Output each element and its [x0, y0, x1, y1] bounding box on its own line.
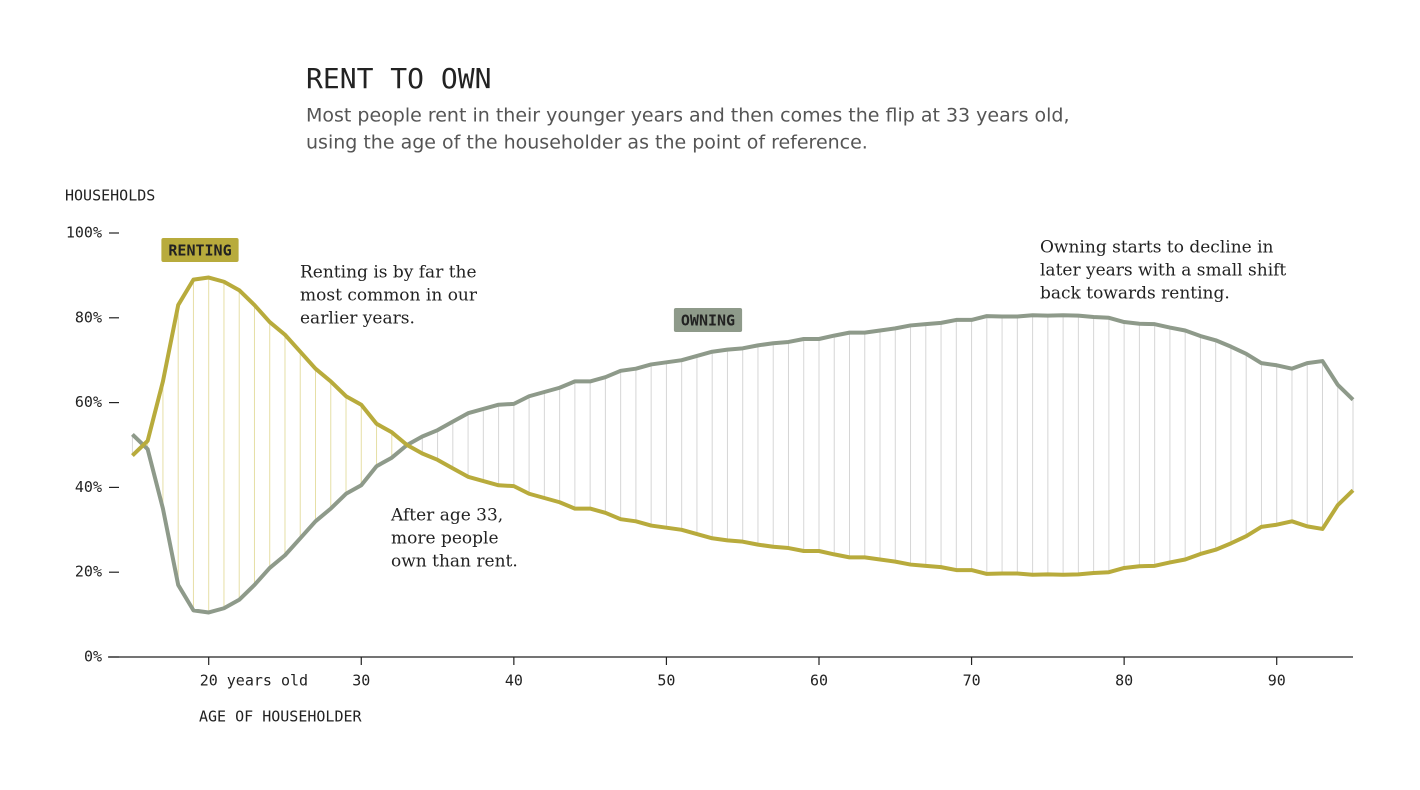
subtitle-line: Most people rent in their younger years … — [306, 105, 1070, 127]
legend-label: OWNING — [681, 312, 735, 330]
annotation: earlier years. — [300, 309, 415, 329]
x-tick-label: 40 — [505, 672, 523, 690]
annotation: back towards renting. — [1040, 284, 1230, 304]
y-tick-label: 80% — [75, 308, 102, 326]
subtitle-line: using the age of the householder as the … — [306, 132, 868, 154]
y-tick-label: 0% — [84, 648, 102, 666]
annotation: Renting is by far the — [300, 263, 477, 283]
annotation: most common in our — [300, 286, 478, 306]
annotation: Owning starts to decline in — [1040, 238, 1274, 258]
x-axis-label: AGE OF HOUSEHOLDER — [199, 708, 363, 726]
y-tick-label: 100% — [66, 224, 102, 242]
legend-badge — [673, 308, 743, 332]
x-tick-label: 70 — [963, 672, 981, 690]
x-tick-label: 90 — [1268, 672, 1286, 690]
y-tick-label: 40% — [75, 478, 102, 496]
annotation: more people — [391, 529, 499, 549]
legend-label: RENTING — [168, 242, 231, 260]
y-tick-label: 20% — [75, 563, 102, 581]
y-axis-label: HOUSEHOLDS — [65, 187, 155, 205]
annotation: After age 33, — [390, 506, 503, 526]
x-tick-label: 60 — [810, 672, 828, 690]
x-tick-label: 80 — [1115, 672, 1133, 690]
series-line — [131, 275, 1355, 577]
x-tick-label: 30 — [352, 672, 370, 690]
y-tick-label: 60% — [75, 393, 102, 411]
x-tick-label: 20 years old — [200, 672, 308, 690]
x-tick-label: 50 — [657, 672, 675, 690]
series-line — [131, 313, 1355, 615]
chart-title: RENT TO OWN — [306, 62, 491, 95]
annotation: own than rent. — [391, 552, 518, 572]
legend-badge — [161, 238, 239, 262]
annotation: later years with a small shift — [1040, 261, 1286, 281]
